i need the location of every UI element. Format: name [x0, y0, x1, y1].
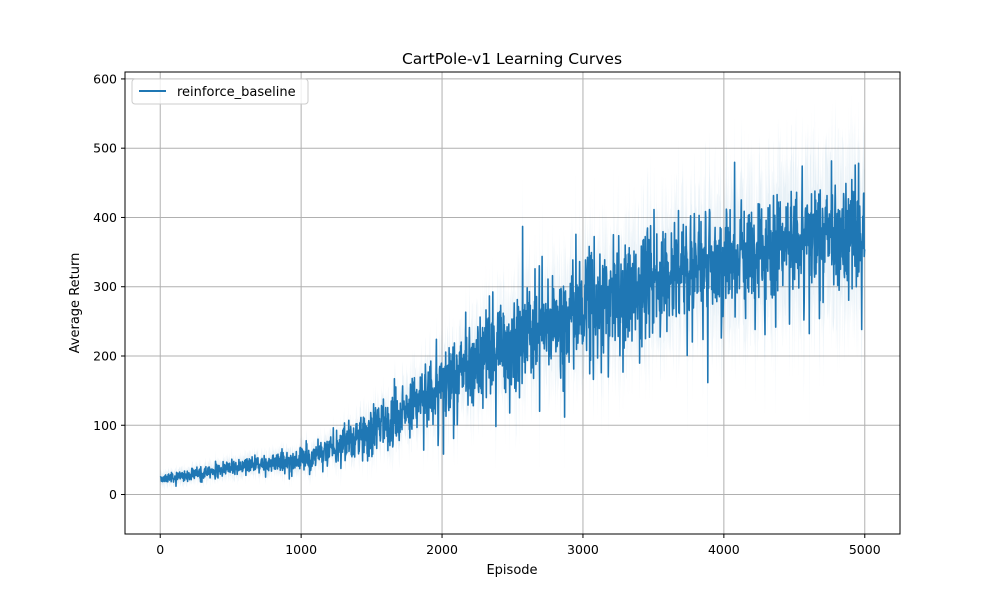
- y-tick-label: 0: [109, 487, 117, 502]
- y-tick-label: 100: [93, 418, 117, 433]
- x-tick-label: 4000: [708, 542, 740, 557]
- y-tick-label: 500: [93, 141, 117, 156]
- series-std-band: [160, 92, 865, 496]
- legend: reinforce_baseline: [131, 78, 309, 105]
- legend-label: reinforce_baseline: [177, 85, 296, 100]
- std-band-layer: [160, 92, 865, 496]
- x-tick-label: 2000: [426, 542, 458, 557]
- chart-title: CartPole-v1 Learning Curves: [402, 50, 622, 68]
- series-line-reinforce-baseline: [159, 160, 866, 487]
- x-tick-label: 0: [156, 542, 164, 557]
- x-axis-label: Episode: [486, 563, 537, 578]
- x-tick-label: 5000: [849, 542, 881, 557]
- y-tick-label: 300: [93, 279, 117, 294]
- y-ticks: 0 100 200 300 400 500 600: [93, 71, 125, 502]
- series-line-layer: [159, 160, 866, 487]
- x-tick-label: 1000: [285, 542, 317, 557]
- y-tick-label: 400: [93, 210, 117, 225]
- legend-box: [131, 78, 309, 105]
- y-axis-label: Average Return: [68, 253, 83, 354]
- y-tick-label: 600: [93, 71, 117, 86]
- x-tick-label: 3000: [567, 542, 599, 557]
- y-tick-label: 200: [93, 348, 117, 363]
- x-ticks: 0 1000 2000 3000 4000 5000: [156, 534, 881, 557]
- plot-frame: [124, 71, 901, 535]
